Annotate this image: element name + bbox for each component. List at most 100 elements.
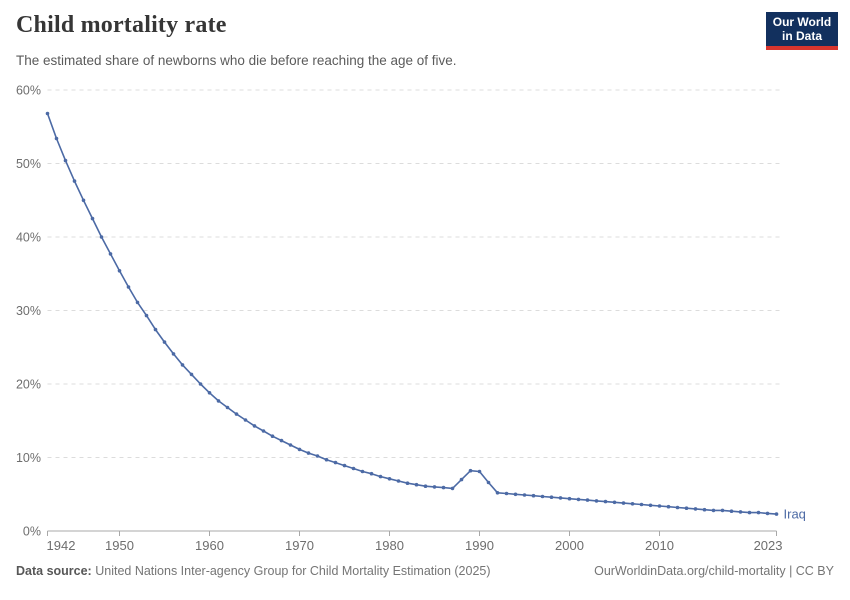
data-point[interactable] bbox=[540, 494, 545, 499]
data-point[interactable] bbox=[531, 493, 536, 498]
data-point[interactable] bbox=[450, 486, 455, 491]
data-point[interactable] bbox=[54, 136, 59, 141]
data-point[interactable] bbox=[144, 313, 149, 318]
x-tick-label-1990: 1990 bbox=[465, 538, 494, 553]
data-point[interactable] bbox=[585, 498, 590, 502]
data-point[interactable] bbox=[567, 496, 572, 501]
data-point[interactable] bbox=[504, 491, 509, 496]
data-point[interactable] bbox=[522, 493, 527, 497]
data-point[interactable] bbox=[756, 510, 761, 515]
y-tick-label-60: 60% bbox=[16, 84, 41, 98]
data-point[interactable] bbox=[468, 468, 473, 473]
data-point[interactable] bbox=[162, 340, 167, 344]
series-line-iraq[interactable] bbox=[46, 112, 778, 515]
data-point[interactable] bbox=[513, 492, 518, 497]
data-point[interactable] bbox=[693, 507, 698, 511]
x-tick-label-1980: 1980 bbox=[375, 538, 404, 553]
data-point[interactable] bbox=[45, 111, 50, 116]
data-point[interactable] bbox=[279, 438, 284, 443]
x-tick-label-1950: 1950 bbox=[105, 538, 134, 553]
data-point[interactable] bbox=[126, 285, 131, 289]
data-point[interactable] bbox=[738, 510, 743, 514]
data-point[interactable] bbox=[441, 485, 446, 490]
data-point[interactable] bbox=[360, 469, 365, 474]
data-point[interactable] bbox=[90, 216, 95, 221]
data-point[interactable] bbox=[747, 510, 752, 515]
data-point[interactable] bbox=[270, 434, 275, 439]
data-point[interactable] bbox=[234, 412, 239, 416]
data-point[interactable] bbox=[432, 485, 437, 489]
data-point[interactable] bbox=[423, 484, 428, 489]
data-point[interactable] bbox=[639, 502, 644, 507]
data-point[interactable] bbox=[657, 504, 662, 508]
data-point[interactable] bbox=[594, 499, 599, 503]
data-point[interactable] bbox=[306, 451, 311, 455]
data-point[interactable] bbox=[117, 269, 122, 273]
data-point[interactable] bbox=[387, 477, 392, 481]
data-point[interactable] bbox=[171, 352, 176, 356]
data-point[interactable] bbox=[216, 399, 221, 403]
data-point[interactable] bbox=[630, 502, 635, 506]
data-point[interactable] bbox=[63, 158, 68, 163]
data-point[interactable] bbox=[324, 457, 329, 462]
owid-logo-line1: Our World bbox=[772, 15, 832, 29]
data-point[interactable] bbox=[252, 424, 257, 428]
y-tick-label-50: 50% bbox=[16, 157, 41, 171]
data-point[interactable] bbox=[549, 495, 554, 500]
data-point[interactable] bbox=[558, 496, 563, 500]
data-point[interactable] bbox=[396, 479, 401, 483]
data-point[interactable] bbox=[108, 252, 113, 256]
data-point[interactable] bbox=[99, 235, 104, 239]
data-point[interactable] bbox=[261, 429, 266, 433]
data-point[interactable] bbox=[486, 480, 491, 485]
y-tick-label-40: 40% bbox=[16, 231, 41, 245]
data-point[interactable] bbox=[666, 504, 671, 509]
data-point[interactable] bbox=[711, 508, 716, 513]
data-point[interactable] bbox=[297, 447, 302, 452]
data-point[interactable] bbox=[774, 512, 779, 516]
data-point[interactable] bbox=[243, 418, 248, 422]
data-point[interactable] bbox=[675, 505, 680, 510]
data-point[interactable] bbox=[603, 499, 608, 504]
data-point[interactable] bbox=[207, 391, 212, 395]
data-point[interactable] bbox=[288, 443, 293, 447]
data-point[interactable] bbox=[333, 460, 338, 465]
data-point[interactable] bbox=[153, 327, 158, 332]
data-point[interactable] bbox=[576, 497, 581, 502]
data-point[interactable] bbox=[621, 501, 626, 505]
data-point[interactable] bbox=[72, 179, 77, 183]
page-title: Child mortality rate bbox=[16, 12, 227, 38]
data-point[interactable] bbox=[81, 198, 86, 203]
data-point[interactable] bbox=[369, 471, 374, 476]
data-point[interactable] bbox=[315, 454, 320, 458]
owid-citation-link[interactable]: OurWorldinData.org/child-mortality | CC … bbox=[594, 564, 834, 578]
data-point[interactable] bbox=[684, 506, 689, 511]
data-point[interactable] bbox=[648, 503, 653, 508]
series-label-iraq[interactable]: Iraq bbox=[784, 507, 806, 522]
data-point[interactable] bbox=[135, 300, 140, 305]
data-point[interactable] bbox=[351, 466, 356, 471]
owid-logo[interactable]: Our World in Data bbox=[766, 12, 838, 50]
data-point[interactable] bbox=[765, 511, 770, 516]
data-point[interactable] bbox=[495, 491, 500, 495]
y-tick-label-0: 0% bbox=[23, 525, 41, 539]
data-point[interactable] bbox=[459, 477, 464, 482]
data-point[interactable] bbox=[180, 363, 185, 367]
data-point[interactable] bbox=[189, 372, 194, 377]
data-point[interactable] bbox=[225, 405, 230, 410]
x-tick-label-1970: 1970 bbox=[285, 538, 314, 553]
data-point[interactable] bbox=[405, 481, 410, 486]
data-point[interactable] bbox=[342, 463, 347, 468]
y-tick-label-30: 30% bbox=[16, 304, 41, 318]
data-point[interactable] bbox=[414, 482, 419, 487]
x-tick-label-1942: 1942 bbox=[47, 538, 76, 553]
data-point[interactable] bbox=[702, 507, 707, 512]
data-point[interactable] bbox=[378, 474, 383, 479]
data-point[interactable] bbox=[612, 500, 617, 505]
data-point[interactable] bbox=[729, 509, 734, 513]
data-point[interactable] bbox=[198, 382, 203, 386]
data-point[interactable] bbox=[477, 469, 482, 474]
data-point[interactable] bbox=[720, 508, 725, 513]
